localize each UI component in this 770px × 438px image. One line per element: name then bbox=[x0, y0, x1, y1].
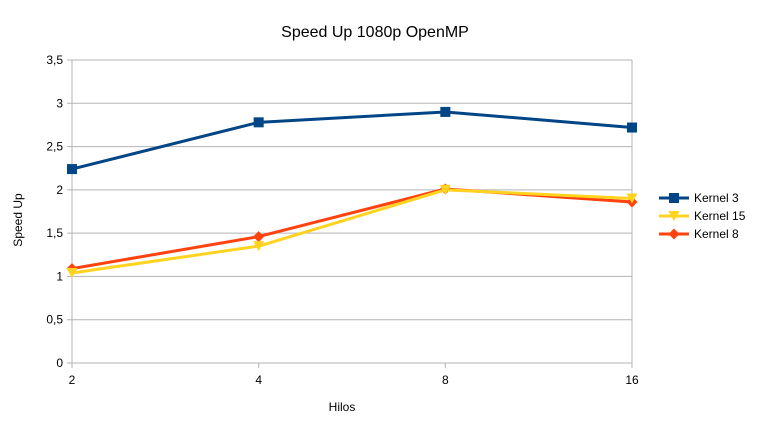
chart-title: Speed Up 1080p OpenMP bbox=[281, 24, 469, 41]
x-tick-label: 8 bbox=[442, 373, 449, 387]
y-tick-label: 2 bbox=[56, 183, 63, 197]
legend-item-kernel-15: Kernel 15 bbox=[659, 209, 746, 223]
y-axis-label: Speed Up bbox=[11, 193, 25, 247]
legend-marker bbox=[668, 211, 680, 221]
series-line-kernel-15 bbox=[71, 188, 633, 275]
data-point-kernel-3 bbox=[253, 117, 264, 128]
legend-marker bbox=[668, 228, 680, 240]
legend-label: Kernel 3 bbox=[694, 191, 739, 205]
axis-layer: 0 0,5 1 1,5 2 2,5 3 3,5 2 4 8 16 bbox=[46, 53, 639, 387]
data-point-kernel-3 bbox=[67, 164, 77, 175]
y-tick-label: 2,5 bbox=[46, 140, 63, 154]
x-tick-label: 16 bbox=[625, 373, 639, 387]
series-line-kernel-3 bbox=[71, 110, 633, 171]
y-tick-label: 0 bbox=[56, 356, 63, 370]
y-tick-label: 3 bbox=[56, 96, 63, 110]
data-point-kernel-3 bbox=[627, 122, 637, 133]
data-point-kernel-15 bbox=[66, 267, 78, 278]
data-point-kernel-15 bbox=[626, 193, 638, 204]
data-point-kernel-3 bbox=[440, 106, 451, 117]
series-line-kernel-8 bbox=[71, 187, 633, 271]
data-point-kernel-15 bbox=[253, 241, 265, 252]
data-point-kernel-15 bbox=[439, 184, 451, 195]
y-tick-label: 0,5 bbox=[46, 313, 63, 327]
legend-label: Kernel 8 bbox=[694, 227, 739, 241]
data-point-kernel-8 bbox=[253, 231, 265, 243]
legend-item-kernel-8: Kernel 8 bbox=[659, 227, 739, 241]
legend-marker bbox=[669, 193, 679, 203]
series-kernel-15 bbox=[66, 184, 638, 278]
x-tick-label: 2 bbox=[69, 373, 76, 387]
y-tick-label: 1,5 bbox=[46, 226, 63, 240]
y-tick-label: 1 bbox=[56, 269, 63, 283]
legend: Kernel 3 Kernel 15 Kernel 8 bbox=[659, 191, 746, 241]
legend-label: Kernel 15 bbox=[694, 209, 746, 223]
x-tick-label: 4 bbox=[255, 373, 262, 387]
x-axis-label: Hilos bbox=[329, 400, 356, 414]
series-layer bbox=[66, 106, 638, 278]
y-tick-label: 3,5 bbox=[46, 53, 63, 67]
series-kernel-3 bbox=[67, 106, 637, 175]
legend-item-kernel-3: Kernel 3 bbox=[659, 191, 739, 205]
